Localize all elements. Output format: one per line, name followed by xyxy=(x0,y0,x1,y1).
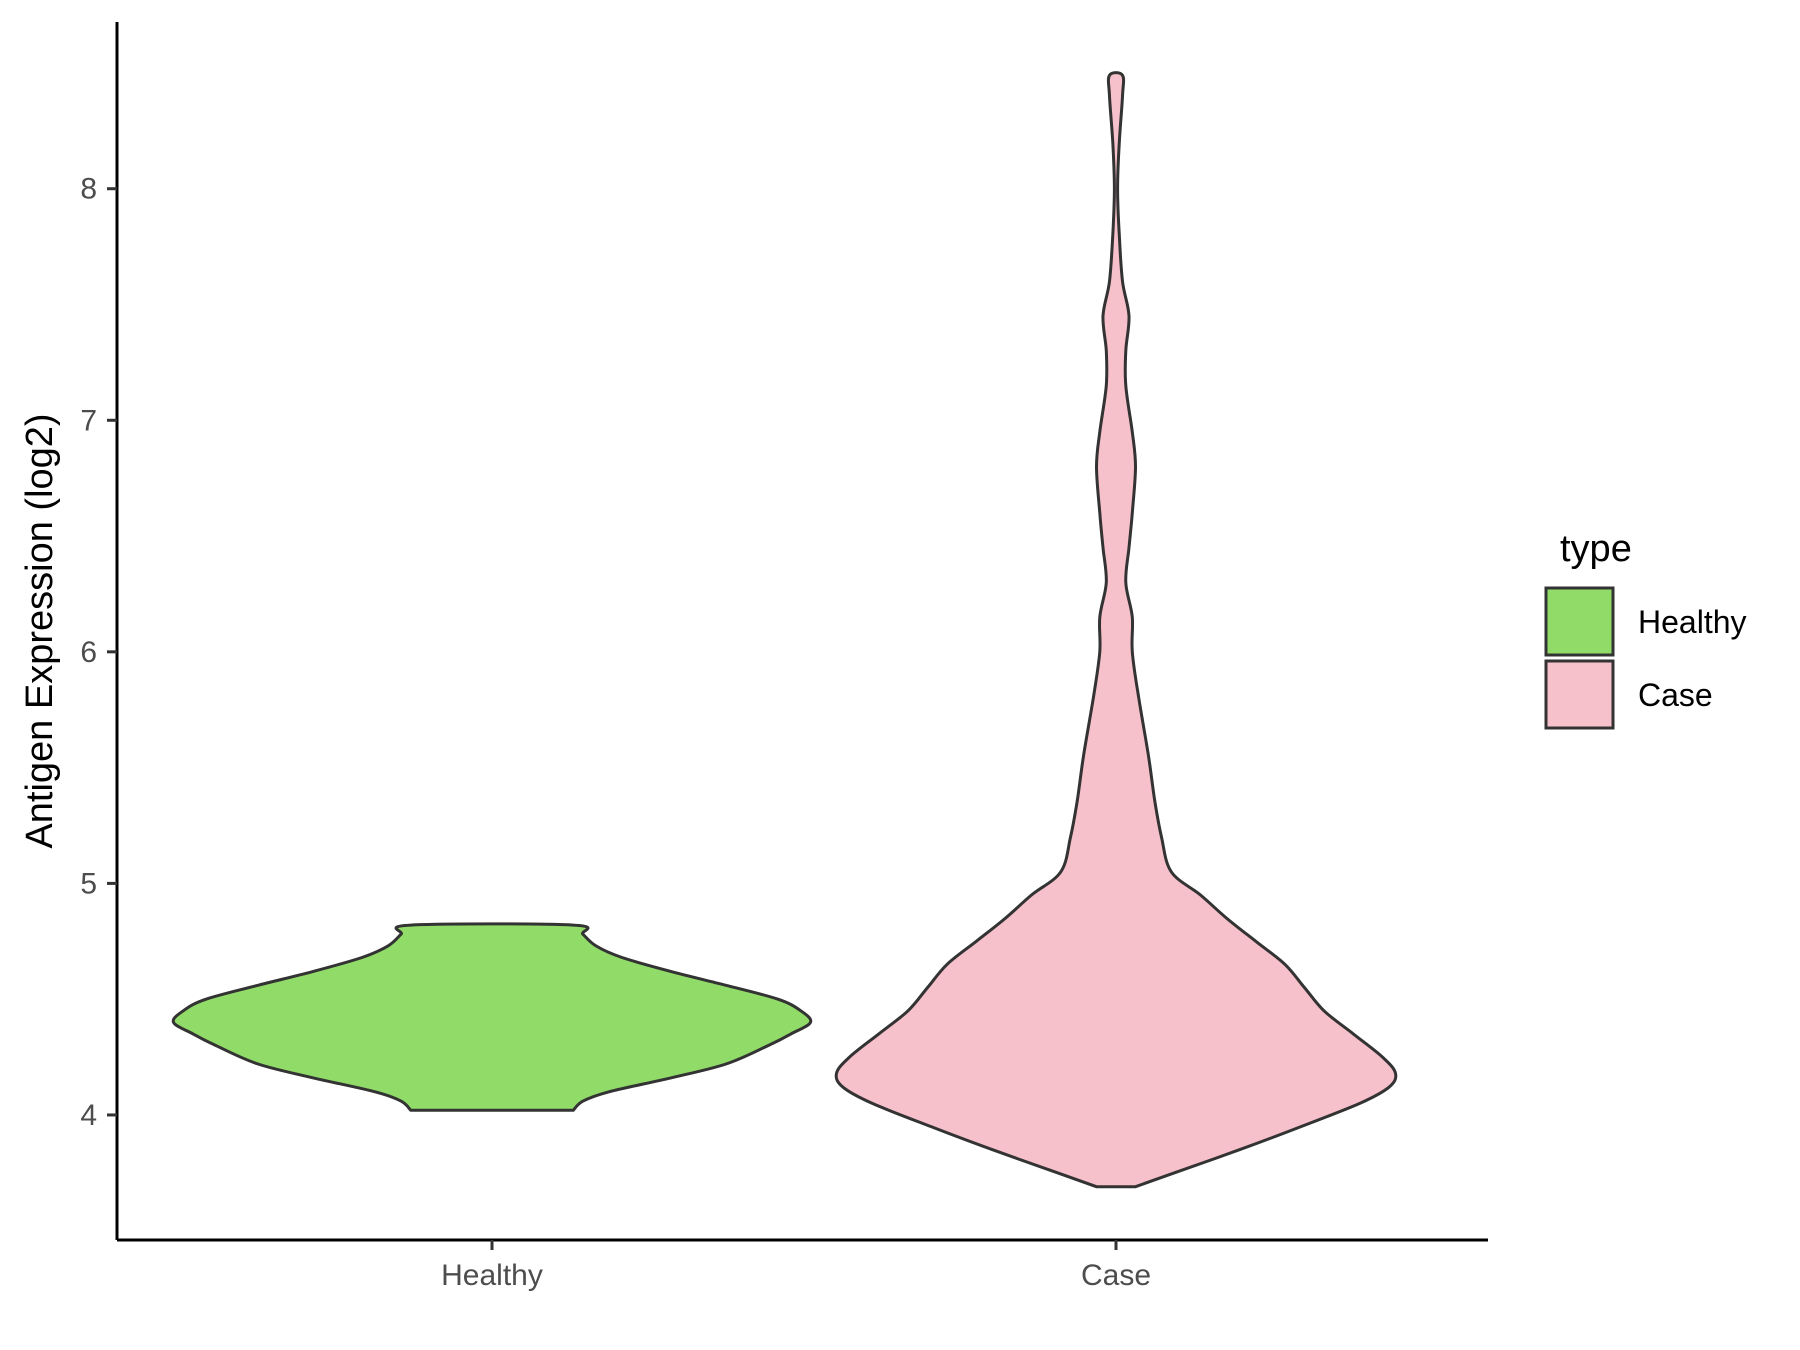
legend-items: Healthy Case xyxy=(1544,586,1747,730)
y-tick-label: 5 xyxy=(80,867,97,900)
legend-swatch-healthy xyxy=(1544,586,1615,657)
violin-healthy xyxy=(171,922,813,1112)
legend-swatch-case xyxy=(1544,659,1615,730)
x-tick-label: Case xyxy=(1081,1259,1151,1292)
violin-layer xyxy=(171,71,1398,1189)
violin-case xyxy=(834,71,1398,1189)
y-axis-ticks: 4 5 6 7 8 xyxy=(80,173,117,1132)
x-tick-label: Healthy xyxy=(441,1259,543,1292)
legend-label-case: Case xyxy=(1638,677,1713,713)
legend-title: type xyxy=(1560,528,1632,570)
y-tick-label: 7 xyxy=(80,404,97,437)
y-tick-label: 8 xyxy=(80,173,97,206)
x-axis-ticks: Healthy Case xyxy=(441,1240,1151,1292)
legend-label-healthy: Healthy xyxy=(1638,604,1747,640)
y-tick-label: 4 xyxy=(80,1099,97,1132)
legend: type Healthy Case xyxy=(1544,528,1747,730)
y-axis-title: Antigen Expression (log2) xyxy=(19,413,61,848)
y-tick-label: 6 xyxy=(80,636,97,669)
